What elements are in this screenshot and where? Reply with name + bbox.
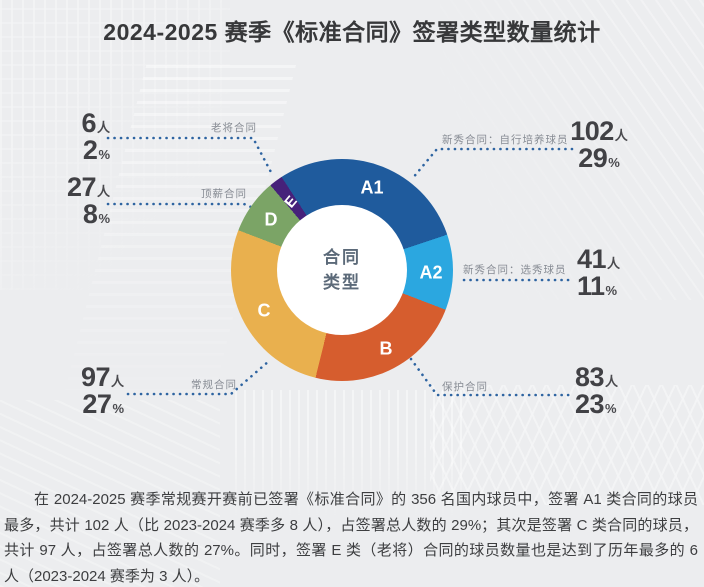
percent-line: 27% <box>44 391 124 420</box>
callout-line-veteran <box>106 136 275 178</box>
percent-unit: % <box>98 147 110 162</box>
callout-value-veteran: 6人 2% <box>30 110 110 166</box>
segment-label-a1: A1 <box>360 177 384 198</box>
percent-line: 2% <box>30 137 110 166</box>
percent-line: 29% <box>556 145 642 174</box>
percent-unit: % <box>112 401 124 416</box>
donut-center-label-line1: 合同 <box>323 247 361 267</box>
count-value: 102 <box>570 116 614 146</box>
count-line: 83人 <box>575 364 655 393</box>
page-title: 2024-2025 赛季《标准合同》签署类型数量统计 <box>103 19 601 45</box>
count-value: 6 <box>81 108 96 138</box>
donut-center-label-line2: 类型 <box>323 273 361 292</box>
count-unit: 人 <box>110 374 124 389</box>
callout-value-rookie-self: 102人 29% <box>556 118 642 174</box>
percent-line: 23% <box>575 391 655 420</box>
callout-value-regular: 97人 27% <box>44 364 124 420</box>
callout-value-top-salary: 27人 8% <box>30 174 110 230</box>
callout-label-veteran: 老将合同 <box>211 122 257 134</box>
percent-line: 8% <box>30 201 110 230</box>
percent-line: 11% <box>577 273 657 302</box>
donut-center: 合同 类型 <box>277 205 407 335</box>
segment-label-c: C <box>257 300 271 321</box>
percent-value: 23 <box>575 389 605 419</box>
percent-unit: % <box>608 155 620 170</box>
percent-value: 11 <box>577 271 605 301</box>
callout-label-protection: 保护合同 <box>442 381 488 393</box>
percent-unit: % <box>605 283 618 298</box>
count-line: 27人 <box>30 174 110 203</box>
count-line: 6人 <box>30 110 110 139</box>
percent-unit: % <box>605 401 617 416</box>
percent-value: 29 <box>578 143 608 173</box>
callout-label-top-salary: 顶薪合同 <box>201 188 247 200</box>
percent-value: 8 <box>82 199 98 229</box>
count-unit: 人 <box>605 374 619 389</box>
segment-label-b: B <box>379 338 393 359</box>
count-line: 41人 <box>577 246 657 275</box>
count-value: 83 <box>575 362 605 392</box>
count-unit: 人 <box>614 128 628 143</box>
count-value: 41 <box>577 244 607 274</box>
count-unit: 人 <box>96 184 110 199</box>
percent-value: 2 <box>82 135 98 165</box>
summary-paragraph: 在 2024-2025 赛季常规赛开赛前已签署《标准合同》的 356 名国内球员… <box>4 491 698 585</box>
callout-value-rookie-draft: 41人 11% <box>577 246 657 302</box>
count-unit: 人 <box>96 120 110 135</box>
callout-label-rookie-draft: 新秀合同：选秀球员 <box>463 264 567 276</box>
callout-label-regular: 常规合同 <box>191 379 237 391</box>
segment-label-a2: A2 <box>419 262 443 283</box>
count-line: 102人 <box>556 118 642 147</box>
segment-label-d: D <box>264 209 278 230</box>
percent-value: 27 <box>82 389 112 419</box>
callout-label-rookie-self: 新秀合同：自行培养球员 <box>442 134 569 146</box>
count-line: 97人 <box>44 364 124 393</box>
percent-unit: % <box>98 211 110 226</box>
callout-value-protection: 83人 23% <box>575 364 655 420</box>
count-value: 27 <box>66 172 97 202</box>
callout-line-rookie-self <box>410 147 574 181</box>
count-unit: 人 <box>607 256 621 271</box>
count-value: 97 <box>80 362 111 392</box>
callout-line-top-salary <box>106 202 253 209</box>
callout-line-protection <box>409 357 574 397</box>
